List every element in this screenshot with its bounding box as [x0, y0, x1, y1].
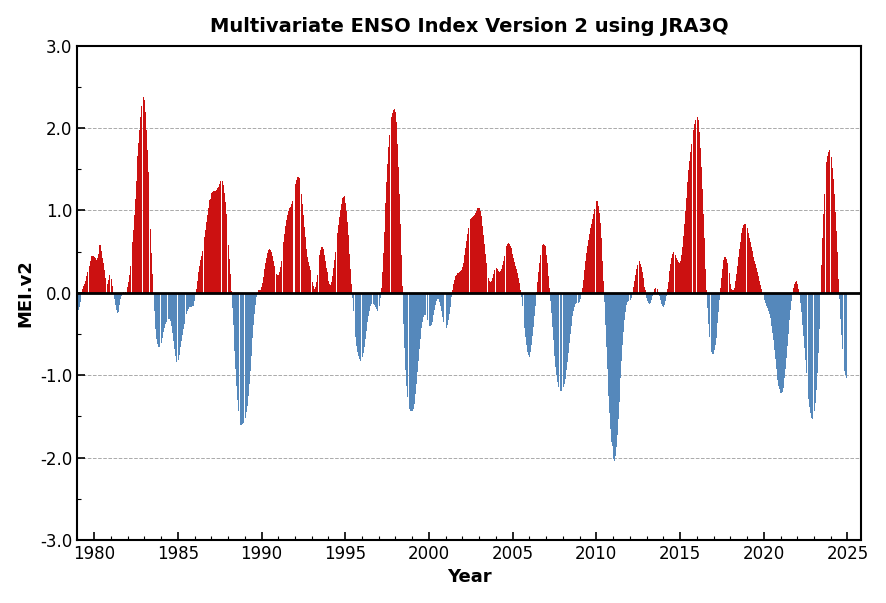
Title: Multivariate ENSO Index Version 2 using JRA3Q: Multivariate ENSO Index Version 2 using …: [210, 17, 728, 36]
Y-axis label: MEI.v2: MEI.v2: [17, 259, 35, 327]
X-axis label: Year: Year: [447, 569, 491, 586]
